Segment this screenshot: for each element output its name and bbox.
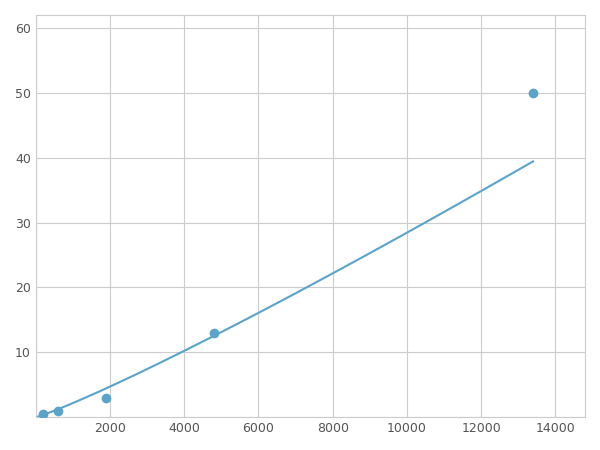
Point xyxy=(101,394,111,401)
Point xyxy=(209,329,219,337)
Point xyxy=(38,410,48,418)
Point xyxy=(53,407,63,414)
Point xyxy=(528,89,538,96)
